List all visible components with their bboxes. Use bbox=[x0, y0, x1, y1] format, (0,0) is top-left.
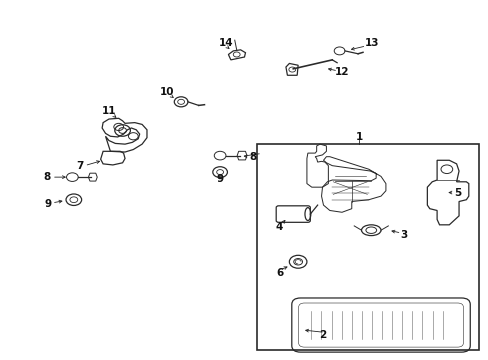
Text: 5: 5 bbox=[453, 188, 461, 198]
Text: 4: 4 bbox=[275, 222, 283, 232]
Text: 9: 9 bbox=[216, 174, 223, 184]
Bar bbox=[256, 144, 478, 350]
Text: 6: 6 bbox=[275, 268, 283, 278]
Text: 10: 10 bbox=[160, 87, 174, 97]
Text: 9: 9 bbox=[45, 199, 52, 210]
Text: 7: 7 bbox=[76, 161, 83, 171]
Text: 8: 8 bbox=[249, 152, 256, 162]
Text: 3: 3 bbox=[400, 230, 407, 239]
Text: 11: 11 bbox=[102, 106, 116, 116]
Text: 13: 13 bbox=[364, 38, 379, 48]
Text: 12: 12 bbox=[334, 67, 348, 77]
Text: 8: 8 bbox=[43, 172, 51, 182]
Text: 1: 1 bbox=[355, 132, 362, 142]
Text: 14: 14 bbox=[218, 38, 233, 48]
Text: 2: 2 bbox=[318, 330, 325, 340]
